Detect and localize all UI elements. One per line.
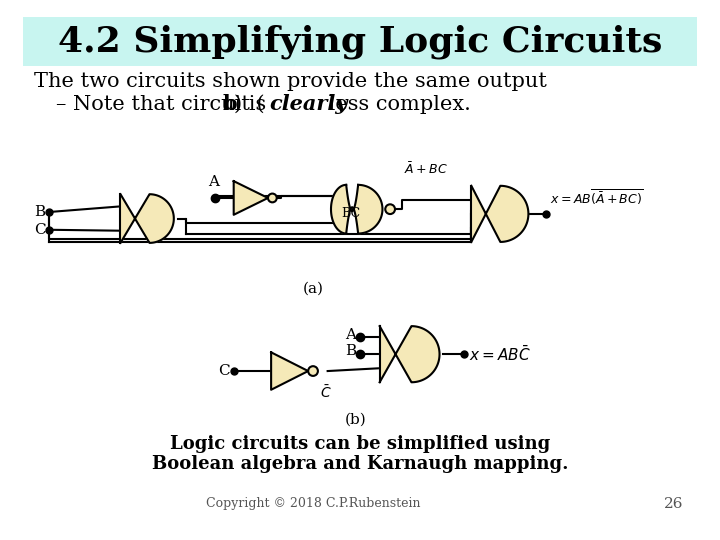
Text: C: C [218, 364, 230, 378]
Text: $x = AB\bar{C}$: $x = AB\bar{C}$ [469, 345, 531, 364]
Polygon shape [331, 185, 382, 233]
Text: less complex.: less complex. [322, 95, 470, 114]
Text: b: b [222, 94, 237, 114]
Text: 4.2 Simplifying Logic Circuits: 4.2 Simplifying Logic Circuits [58, 24, 662, 59]
Text: $\bar{A} + BC$: $\bar{A} + BC$ [404, 162, 448, 177]
Polygon shape [271, 352, 308, 390]
Circle shape [385, 204, 395, 214]
Polygon shape [379, 326, 439, 382]
Text: B: B [35, 205, 45, 219]
Text: (a): (a) [302, 282, 324, 296]
Polygon shape [120, 194, 174, 243]
Polygon shape [472, 186, 528, 242]
Text: B: B [345, 345, 356, 359]
Text: Logic circuits can be simplified using: Logic circuits can be simplified using [170, 435, 550, 453]
Circle shape [268, 193, 276, 202]
Text: A: A [207, 174, 219, 188]
Polygon shape [234, 181, 268, 215]
Text: A: A [346, 328, 356, 342]
Text: (b): (b) [344, 413, 366, 427]
FancyBboxPatch shape [23, 17, 697, 66]
Text: Boolean algebra and Karnaugh mapping.: Boolean algebra and Karnaugh mapping. [152, 455, 568, 472]
Text: ) is: ) is [234, 95, 273, 114]
Text: – Note that circuit (: – Note that circuit ( [56, 95, 264, 114]
Circle shape [308, 366, 318, 376]
Text: Copyright © 2018 C.P.Rubenstein: Copyright © 2018 C.P.Rubenstein [206, 497, 420, 510]
Text: 26: 26 [664, 497, 683, 511]
Text: BC: BC [341, 207, 360, 220]
Text: C: C [34, 223, 45, 237]
Text: $x = AB\overline{(\bar{A}+BC)}$: $x = AB\overline{(\bar{A}+BC)}$ [550, 187, 643, 206]
Text: $\bar{C}$: $\bar{C}$ [320, 384, 331, 401]
Text: The two circuits shown provide the same output: The two circuits shown provide the same … [35, 71, 547, 91]
Text: clearly: clearly [269, 94, 348, 114]
